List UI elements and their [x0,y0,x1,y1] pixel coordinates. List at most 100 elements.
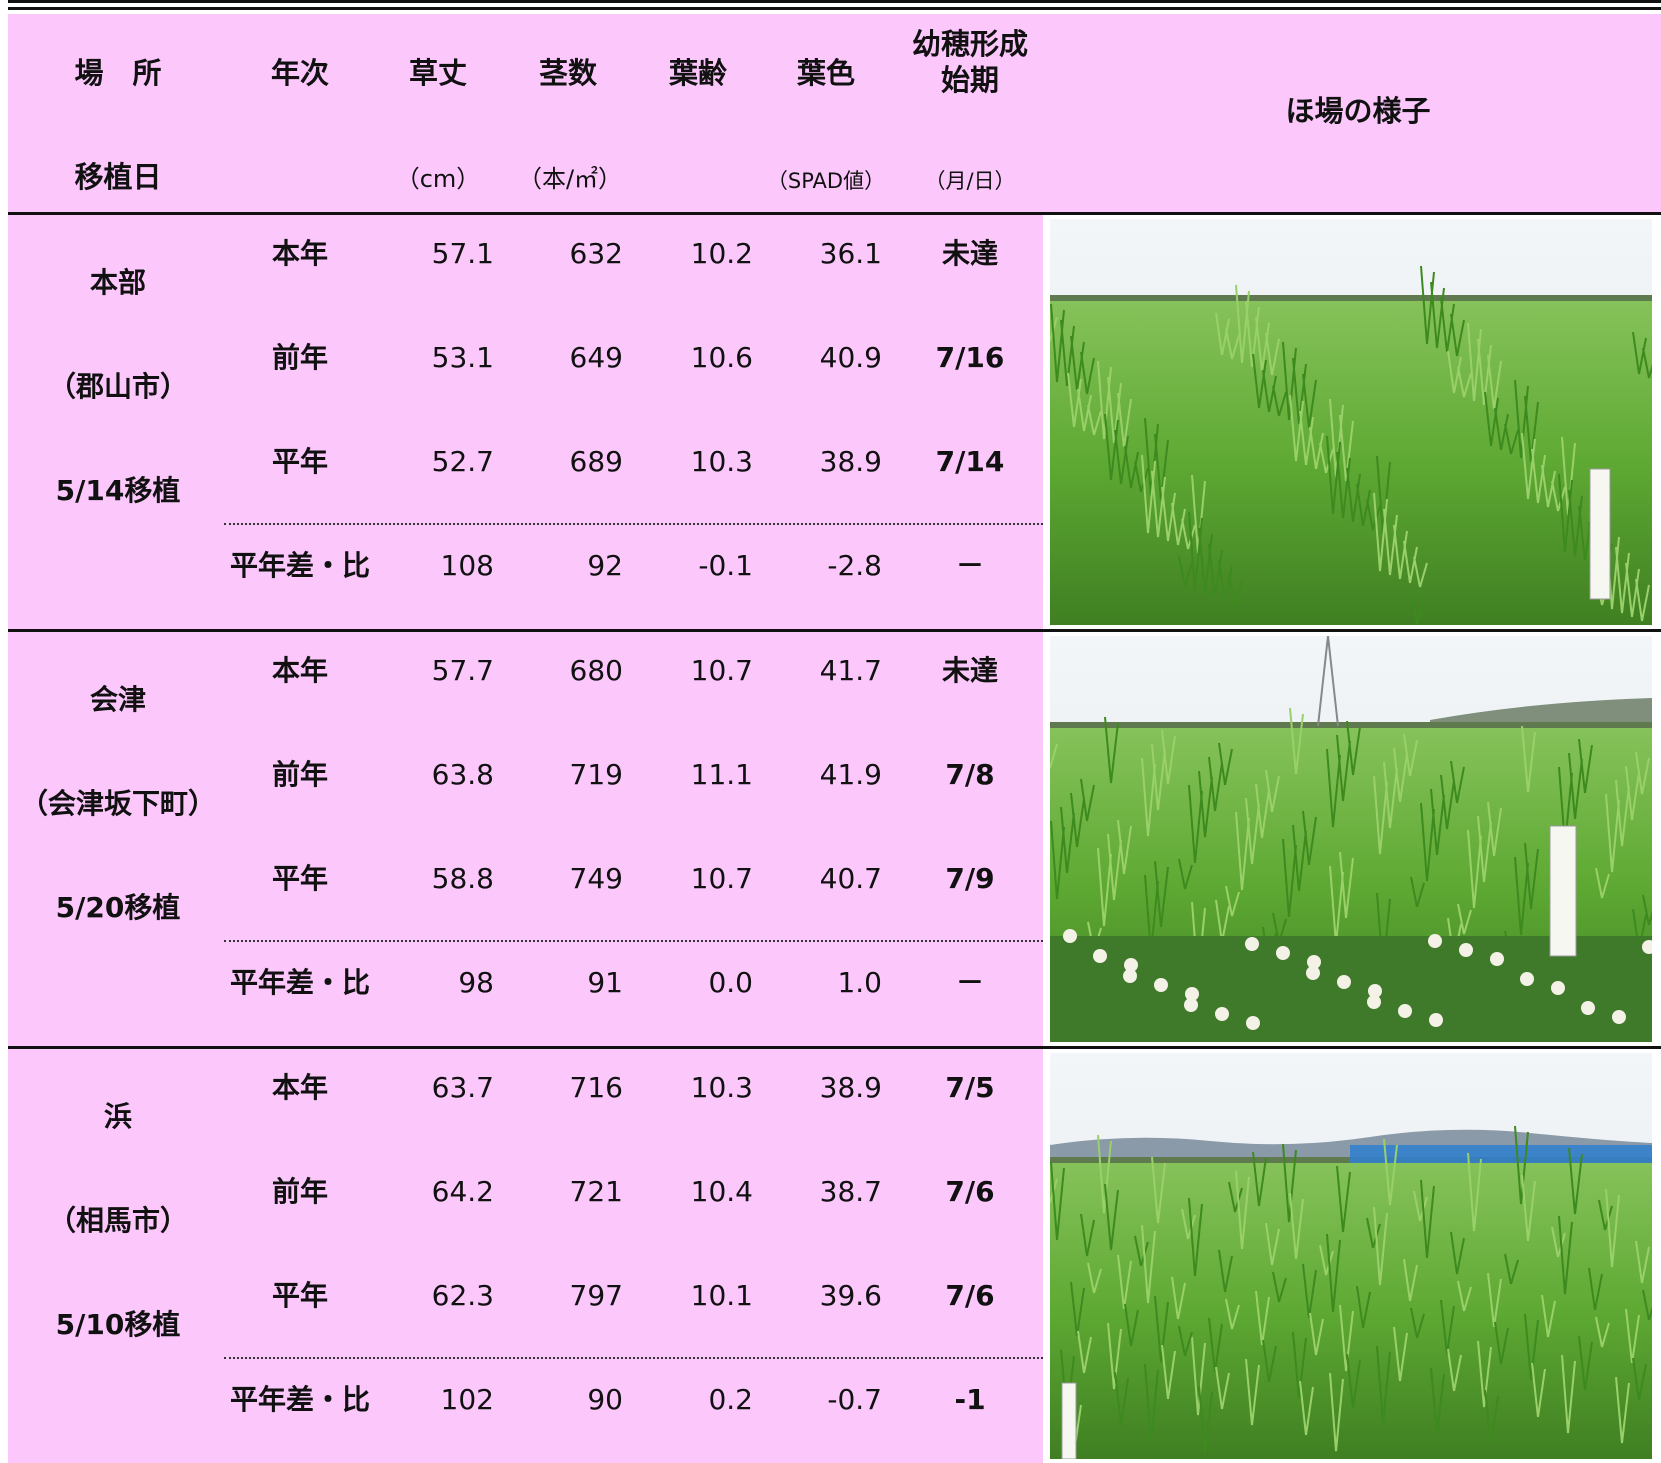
cell-label: 平年 [271,445,329,478]
cell-leaf-age: 10.1 [690,1279,753,1312]
cell-leaf-age: 10.3 [690,445,753,478]
cell-label: 本年 [271,654,329,687]
cell-leaf-age: 10.7 [690,654,753,687]
cell-leaf-age: 10.3 [690,1071,753,1104]
cell-label: 平年 [271,862,329,895]
cell-height: 108 [440,549,494,582]
cell-panicle: 7/14 [935,445,1005,478]
cell-leaf-age: 10.4 [690,1175,753,1208]
header-panicle-unit: （月/日） [924,169,1016,193]
cell-stems: 797 [569,1279,623,1312]
growth-survey-table: 場 所 移植日 年次 草丈 （cm） 茎数 （本/㎡） 葉齢 葉色 （SPAD値… [8,0,1661,1463]
table-header: 場 所 移植日 年次 草丈 （cm） 茎数 （本/㎡） 葉齢 葉色 （SPAD値… [8,14,1661,212]
site-block [8,215,1043,629]
cell-leaf-age: -0.1 [698,549,753,582]
cell-panicle: 未達 [941,237,999,270]
cell-label: 前年 [271,1175,329,1208]
cell-height: 52.7 [431,445,494,478]
cell-height: 53.1 [431,341,494,374]
header-transplant-date: 移植日 [74,160,162,194]
site-transplant: 5/10移植 [55,1308,181,1341]
cell-stems: 632 [569,237,623,270]
header-leaf-age: 葉齢 [668,56,728,90]
cell-height: 58.8 [431,862,494,895]
site-city: （郡山市） [47,370,189,403]
cell-label: 平年差・比 [229,1383,371,1416]
top-rule-2 [8,7,1661,10]
header-location: 場 所 [74,56,162,90]
cell-panicle: 7/6 [945,1175,995,1208]
cell-height: 63.7 [431,1071,494,1104]
cell-leaf-color: -2.8 [827,549,882,582]
cell-label: 平年差・比 [229,966,371,999]
cell-leaf-color: 36.1 [819,237,882,270]
cell-leaf-age: 10.7 [690,862,753,895]
cell-leaf-color: 40.7 [819,862,882,895]
field-photo [1050,1053,1652,1459]
site-transplant: 5/20移植 [55,891,181,924]
cell-leaf-color: 38.7 [819,1175,882,1208]
header-panicle: 幼穂形成 始期 [912,26,1028,98]
cell-leaf-age: 0.2 [708,1383,753,1416]
cell-leaf-age: 10.6 [690,341,753,374]
header-panicle-line1: 幼穂形成 [911,27,1029,61]
cell-panicle: 7/8 [945,758,995,791]
header-field-view: ほ場の様子 [1285,94,1431,128]
cell-panicle: 7/16 [935,341,1005,374]
cell-stems: 92 [587,549,623,582]
cell-label: 前年 [271,758,329,791]
cell-leaf-color: 41.7 [819,654,882,687]
cell-leaf-color: 38.9 [819,445,882,478]
cell-leaf-color: 39.6 [819,1279,882,1312]
header-year: 年次 [270,56,330,90]
cell-leaf-color: 41.9 [819,758,882,791]
cell-stems: 90 [587,1383,623,1416]
cell-stems: 649 [569,341,623,374]
cell-stems: 721 [569,1175,623,1208]
top-rule [8,0,1661,3]
cell-label: 平年差・比 [229,549,371,582]
site-block [8,632,1043,1046]
field-photo [1050,219,1652,625]
cell-panicle: － [955,549,985,582]
site-name: 会津 [89,683,147,716]
cell-leaf-age: 0.0 [708,966,753,999]
cell-leaf-color: 38.9 [819,1071,882,1104]
cell-stems: 91 [587,966,623,999]
row-separator-dotted [224,1357,1043,1359]
cell-label: 前年 [271,341,329,374]
site-city: （相馬市） [47,1204,189,1237]
cell-panicle: 7/6 [945,1279,995,1312]
site-name: 浜 [103,1100,133,1133]
header-leaf-color: 葉色 [796,56,856,90]
cell-label: 本年 [271,237,329,270]
field-photo [1050,636,1652,1042]
cell-label: 平年 [271,1279,329,1312]
row-separator-dotted [224,523,1043,525]
cell-panicle: 未達 [941,654,999,687]
header-height: 草丈 [408,56,468,90]
cell-stems: 749 [569,862,623,895]
cell-height: 62.3 [431,1279,494,1312]
cell-height: 102 [440,1383,494,1416]
cell-panicle: -1 [954,1383,986,1416]
header-leaf-color-unit: （SPAD値） [766,169,886,193]
site-city: （会津坂下町） [19,787,217,820]
cell-stems: 689 [569,445,623,478]
cell-stems: 680 [569,654,623,687]
row-separator-dotted [224,940,1043,942]
header-stems: 茎数 [538,56,598,90]
cell-leaf-age: 11.1 [690,758,753,791]
site-rule [8,1046,1661,1049]
cell-leaf-color: 1.0 [837,966,882,999]
cell-height: 64.2 [431,1175,494,1208]
header-stems-unit: （本/㎡） [517,165,623,193]
cell-stems: 716 [569,1071,623,1104]
cell-panicle: － [955,966,985,999]
cell-height: 98 [458,966,494,999]
cell-height: 57.1 [431,237,494,270]
site-name: 本部 [89,266,147,299]
cell-leaf-color: 40.9 [819,341,882,374]
cell-panicle: 7/5 [945,1071,995,1104]
site-rule [8,629,1661,632]
